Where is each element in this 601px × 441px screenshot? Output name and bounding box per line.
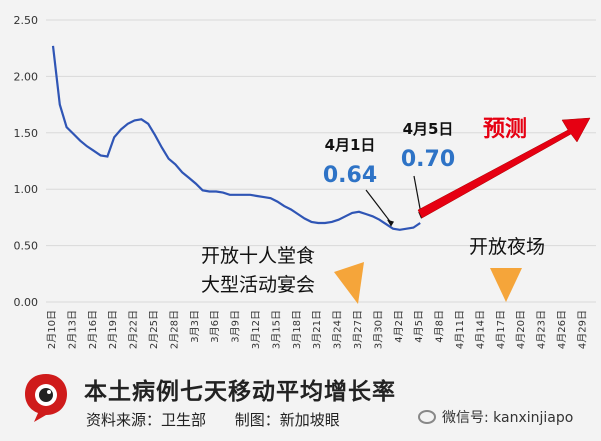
- x-tick-label: 2月13日: [66, 310, 78, 349]
- x-tick-label: 4月23日: [536, 310, 548, 349]
- annotation-leader-2: [413, 175, 422, 216]
- event-label-1-line-2: 大型活动宴会: [201, 273, 315, 296]
- event-marker-1-icon: [334, 262, 364, 304]
- credit-text: 制图：新加坡眼: [234, 411, 340, 429]
- x-tick-label: 3月24日: [332, 310, 344, 349]
- y-tick-label: 0.00: [14, 296, 39, 309]
- annotation-date-2: 4月5日: [403, 120, 454, 138]
- annotation-value-1: 0.64: [323, 163, 377, 188]
- watermark: 微信号: kanxinjiapo: [418, 407, 573, 427]
- annotation-arrowhead-1: [387, 219, 394, 227]
- y-tick-label: 2.00: [14, 70, 39, 83]
- speech-bubble-logo-icon: [25, 374, 67, 422]
- forecast-arrow-icon: [417, 117, 591, 219]
- x-tick-label: 2月16日: [87, 310, 99, 349]
- x-tick-label: 4月5日: [413, 310, 425, 343]
- source-line: 资料来源：卫生部 制图：新加坡眼: [86, 409, 364, 430]
- x-tick-label: 3月18日: [291, 310, 303, 349]
- event-marker-2-icon: [490, 268, 522, 302]
- source-text: 资料来源：卫生部: [86, 411, 207, 429]
- x-tick-label: 4月17日: [495, 310, 507, 349]
- x-tick-label: 3月27日: [352, 310, 364, 349]
- x-tick-label: 3月21日: [311, 310, 323, 349]
- event-label-2: 开放夜场: [469, 236, 545, 258]
- x-tick-label: 3月30日: [372, 310, 384, 349]
- x-tick-label: 4月29日: [576, 310, 588, 349]
- series-line: [51, 45, 421, 231]
- watermark-text: 微信号: kanxinjiapo: [442, 410, 574, 426]
- y-tick-label: 0.50: [14, 240, 39, 253]
- x-tick-label: 2月22日: [128, 310, 140, 349]
- event-label-1-line-1: 开放十人堂食: [201, 245, 315, 267]
- y-tick-label: 1.00: [14, 183, 39, 196]
- x-tick-label: 3月15日: [270, 310, 282, 349]
- x-tick-label: 4月8日: [434, 310, 446, 343]
- annotation-leader-1: [365, 189, 392, 224]
- x-tick-label: 3月3日: [189, 310, 201, 343]
- x-tick-label: 4月26日: [556, 310, 568, 349]
- x-tick-label: 4月11日: [454, 310, 466, 349]
- x-tick-label: 3月9日: [230, 310, 242, 343]
- x-tick-label: 2月19日: [107, 310, 119, 349]
- wechat-icon: [418, 410, 436, 424]
- chart-title: 本土病例七天移动平均增长率: [84, 379, 396, 405]
- annotation-date-1: 4月1日: [325, 136, 376, 154]
- x-tick-label: 4月2日: [393, 310, 405, 343]
- y-tick-label: 1.50: [14, 127, 39, 140]
- forecast-label: 预测: [483, 117, 527, 142]
- y-tick-label: 2.50: [14, 14, 39, 27]
- x-tick-label: 2月28日: [168, 310, 180, 349]
- x-axis-tick-labels: 2月10日 2月13日 2月16日 2月19日 2月22日 2月25日 2月28日 3月3日 3…: [46, 310, 588, 349]
- y-axis-tick-labels: 0.00 0.50 1.00 1.50 2.00 2.50: [14, 14, 39, 309]
- gridlines: [46, 19, 596, 303]
- x-tick-label: 2月25日: [148, 310, 160, 349]
- x-tick-label: 2月10日: [46, 310, 58, 349]
- logo: [22, 370, 70, 426]
- x-tick-label: 4月20日: [515, 310, 527, 349]
- x-tick-label: 4月14日: [474, 310, 486, 349]
- x-tick-label: 3月12日: [250, 310, 262, 349]
- x-tick-label: 3月6日: [209, 310, 221, 343]
- annotation-value-2: 0.70: [401, 147, 455, 172]
